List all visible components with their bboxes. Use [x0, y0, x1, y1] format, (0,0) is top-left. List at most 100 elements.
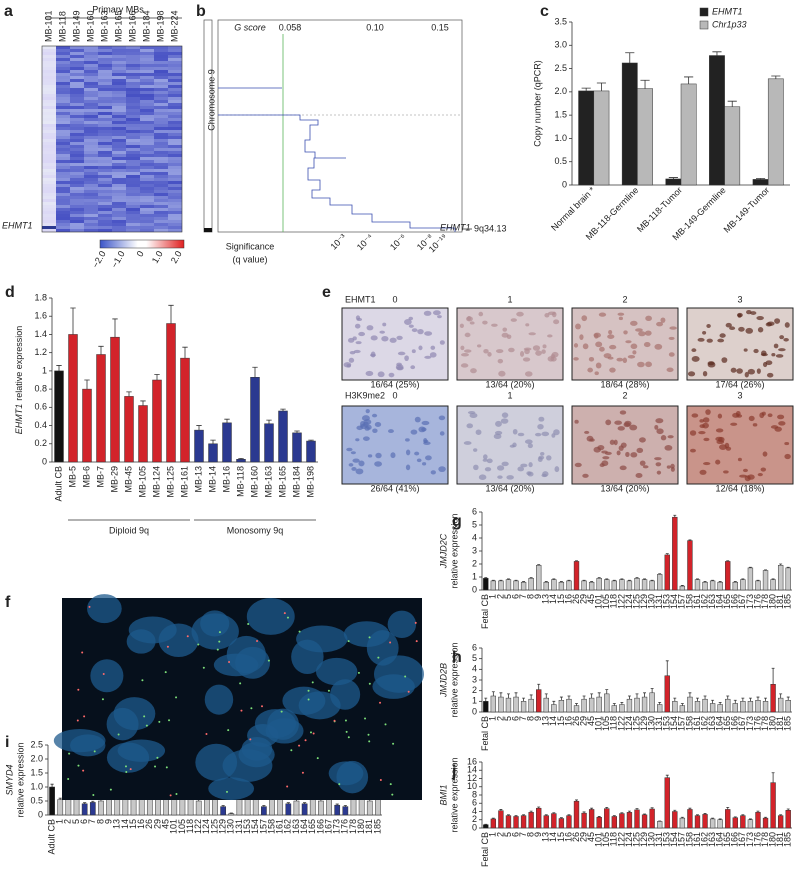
error-bar — [627, 579, 631, 581]
x-tick-label: 29 — [578, 594, 588, 604]
heatmap-cell — [70, 145, 84, 148]
heatmap-cell — [154, 220, 168, 223]
legend-label: Chr1p33 — [712, 19, 747, 29]
x-tick-label: MB-198 — [305, 466, 315, 498]
cell-nucleus — [464, 349, 472, 353]
heatmap-cell — [70, 79, 84, 82]
heatmap-cell — [154, 55, 168, 58]
cell-nucleus — [574, 419, 579, 424]
x-tick-label: 167 — [737, 594, 747, 609]
probe-signal — [216, 648, 219, 651]
cell-nucleus — [784, 453, 791, 460]
cell-nucleus — [404, 355, 409, 362]
probe-signal — [81, 651, 84, 654]
heatmap-cell — [98, 178, 112, 181]
heatmap-cell — [112, 136, 126, 139]
heatmap-cell — [42, 187, 56, 190]
bar — [777, 565, 784, 591]
heatmap-cell — [112, 73, 126, 76]
heatmap-cell — [98, 133, 112, 136]
cell-nucleus — [421, 420, 430, 426]
cell-nucleus — [655, 418, 664, 424]
heatmap-cell — [126, 142, 140, 145]
cell-nucleus — [747, 368, 755, 375]
x-tick-label: 176 — [752, 716, 762, 731]
nucleus — [328, 761, 364, 786]
heatmap-cell — [112, 91, 126, 94]
heatmap-cell — [70, 160, 84, 163]
heatmap-cell — [42, 46, 56, 49]
bar — [619, 813, 625, 829]
heatmap-cell — [140, 49, 154, 52]
cell-nucleus — [635, 473, 643, 479]
probe-signal — [389, 641, 392, 644]
error-bar — [567, 695, 571, 700]
x-tick-label: 16 — [563, 716, 573, 726]
heatmap-cell — [126, 121, 140, 124]
heatmap-cell — [168, 49, 182, 52]
probe-signal — [156, 756, 159, 759]
cell-nucleus — [379, 330, 385, 334]
cell-nucleus — [467, 411, 476, 415]
heatmap-cell — [98, 136, 112, 139]
x-tick-label: Fetal CB — [480, 716, 490, 751]
x-tick-label: MB-14 — [207, 466, 217, 493]
heatmap-cell — [112, 154, 126, 157]
x-tick-label: MB-160 — [249, 466, 259, 498]
sample-label: MB-198 — [155, 10, 165, 42]
bar — [770, 782, 776, 829]
cell-nucleus — [775, 354, 784, 358]
heatmap-cell — [42, 136, 56, 139]
heatmap-cell — [84, 184, 98, 187]
heatmap-cell — [168, 193, 182, 196]
heatmap-cell — [84, 121, 98, 124]
heatmap-cell — [112, 169, 126, 172]
heatmap-cell — [168, 94, 182, 97]
heatmap-cell — [154, 166, 168, 169]
probe-signal — [301, 771, 304, 774]
bar — [649, 692, 655, 713]
heatmap-cell — [154, 76, 168, 79]
cell-nucleus — [498, 370, 506, 377]
heatmap-cell — [42, 157, 56, 160]
cell-nucleus — [438, 415, 446, 421]
cell-nucleus — [627, 354, 636, 359]
error-bar — [620, 702, 624, 705]
heatmap-cell — [98, 91, 112, 94]
y-tick-label: 6 — [472, 798, 477, 808]
probe-signal — [389, 783, 392, 786]
error-bar — [688, 539, 692, 541]
bar — [657, 821, 663, 829]
heatmap-cell — [126, 73, 140, 76]
heatmap-cell — [84, 55, 98, 58]
cell-nucleus — [510, 318, 517, 322]
cell-nucleus — [703, 462, 711, 466]
error-bar — [529, 810, 533, 813]
cell-nucleus — [469, 321, 475, 325]
heatmap-cell — [168, 133, 182, 136]
bar — [528, 698, 534, 713]
heatmap-cell — [84, 97, 98, 100]
error-bar — [98, 345, 104, 355]
bar — [634, 578, 640, 591]
color-scale — [99, 239, 185, 249]
heatmap-cell — [168, 118, 182, 121]
bar — [672, 701, 678, 713]
cell-nucleus — [486, 458, 493, 464]
error-bar — [335, 803, 339, 806]
x-tick-label: 125 — [209, 819, 219, 834]
g-tick-label: 0.10 — [366, 22, 384, 32]
bar — [566, 815, 572, 829]
cell-nucleus — [551, 351, 559, 358]
cell-nucleus — [506, 475, 514, 480]
cell-nucleus — [497, 475, 503, 479]
heatmap-cell — [168, 163, 182, 166]
cell-nucleus — [522, 357, 531, 362]
heatmap-cell — [98, 139, 112, 142]
heatmap-cell — [56, 67, 70, 70]
error-bar — [726, 695, 730, 700]
cell-nucleus — [370, 351, 376, 358]
heatmap-cell — [84, 199, 98, 202]
heatmap-cell — [126, 82, 140, 85]
cell-nucleus — [363, 419, 372, 425]
